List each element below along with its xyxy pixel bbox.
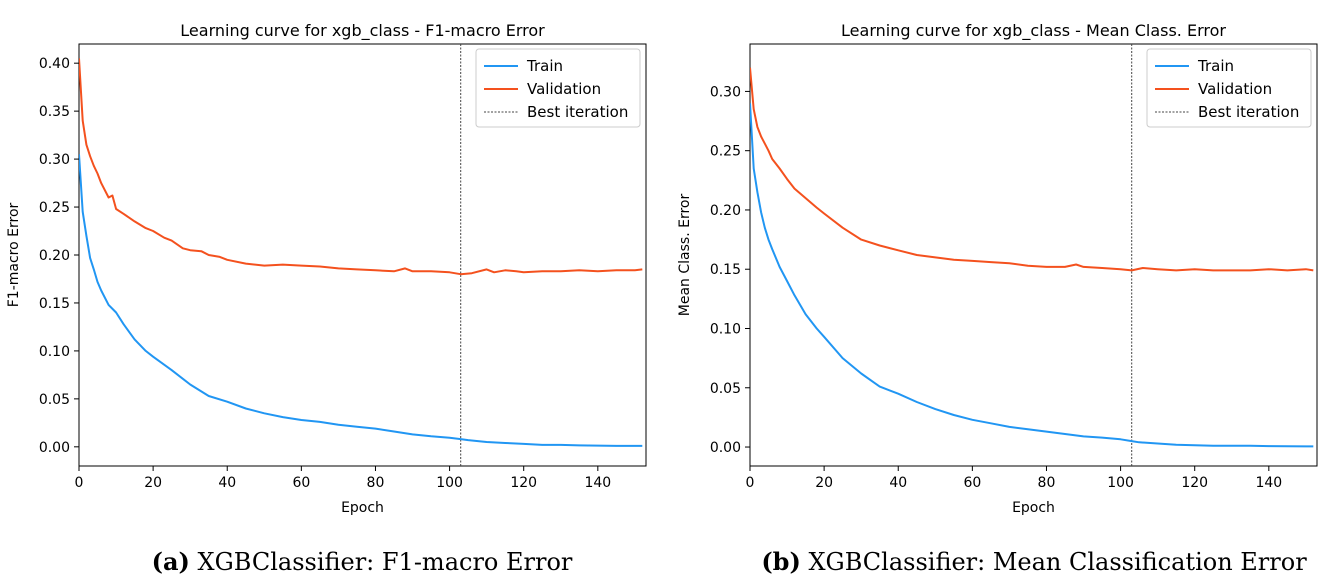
y-tick-label: 0.00 — [39, 440, 70, 456]
chart-title: Learning curve for xgb_class - F1-macro … — [180, 21, 545, 41]
y-tick-label: 0.10 — [710, 321, 741, 337]
caption-label: (b) — [761, 547, 801, 576]
y-tick-label: 0.10 — [39, 344, 70, 360]
y-axis-label: F1-macro Error — [6, 202, 22, 307]
y-tick-label: 0.20 — [710, 203, 741, 219]
figure-caption: (a) XGBClassifier: F1-macro Error — [152, 547, 573, 576]
legend-box — [475, 48, 641, 128]
y-tick-label: 0.00 — [710, 440, 741, 456]
x-axis-label: Epoch — [1012, 500, 1055, 516]
caption-text: XGBClassifier: F1-macro Error — [190, 548, 573, 576]
x-tick-label: 140 — [1255, 475, 1282, 491]
x-tick-label: 60 — [292, 475, 310, 491]
legend: Train Validation Best iteration — [1146, 48, 1312, 128]
caption-text: XGBClassifier: Mean Classification Error — [801, 548, 1307, 576]
chart-f1-macro-error: Learning curve for xgb_class - F1-macro … — [6, 21, 647, 516]
y-tick-label: 0.15 — [39, 296, 70, 312]
y-tick-label: 0.30 — [710, 84, 741, 100]
train-line — [750, 103, 1314, 448]
plot-frame — [749, 43, 1318, 467]
y-tick-label: 0.15 — [710, 262, 741, 278]
x-tick-label: 40 — [218, 475, 236, 491]
legend-label-best: Best iteration — [1198, 103, 1299, 121]
legend: Train Validation Best iteration — [475, 48, 641, 128]
x-tick-label: 100 — [436, 475, 463, 491]
y-axis-label: Mean Class. Error — [677, 194, 693, 317]
x-tick-label: 0 — [75, 475, 84, 491]
y-tick-label: 0.20 — [39, 248, 70, 264]
x-tick-label: 0 — [746, 475, 755, 491]
legend-label-best: Best iteration — [527, 103, 628, 121]
validation-line — [79, 58, 643, 276]
x-axis-label: Epoch — [341, 500, 384, 516]
x-tick-label: 120 — [510, 475, 537, 491]
x-tick-label: 20 — [144, 475, 162, 491]
y-tick-label: 0.30 — [39, 152, 70, 168]
caption-label: (a) — [152, 547, 190, 576]
x-tick-label: 80 — [1038, 475, 1056, 491]
x-tick-label: 100 — [1107, 475, 1134, 491]
y-tick-label: 0.05 — [39, 392, 70, 408]
legend-label-validation: Validation — [527, 80, 601, 98]
legend-label-validation: Validation — [1198, 80, 1272, 98]
x-tick-label: 40 — [889, 475, 907, 491]
legend-label-train: Train — [1197, 57, 1234, 75]
chart-mean-class-error: Learning curve for xgb_class - Mean Clas… — [677, 21, 1318, 516]
legend-box — [1146, 48, 1312, 128]
x-tick-label: 60 — [963, 475, 981, 491]
y-tick-label: 0.25 — [710, 144, 741, 160]
y-tick-label: 0.40 — [39, 56, 70, 72]
x-tick-label: 80 — [367, 475, 385, 491]
x-tick-label: 140 — [584, 475, 611, 491]
figure-caption: (b) XGBClassifier: Mean Classification E… — [761, 547, 1307, 576]
y-tick-label: 0.25 — [39, 200, 70, 216]
x-tick-label: 20 — [815, 475, 833, 491]
y-tick-label: 0.05 — [710, 381, 741, 397]
chart-title: Learning curve for xgb_class - Mean Clas… — [841, 21, 1226, 41]
validation-line — [750, 67, 1314, 272]
legend-label-train: Train — [526, 57, 563, 75]
x-tick-label: 120 — [1181, 475, 1208, 491]
y-tick-label: 0.35 — [39, 104, 70, 120]
train-line — [79, 154, 643, 447]
